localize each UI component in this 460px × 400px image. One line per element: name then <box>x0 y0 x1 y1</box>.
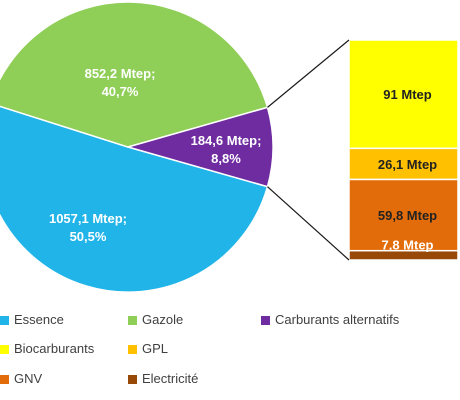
connector-line-bottom <box>267 186 350 261</box>
pie-slice-alternatifs <box>125 106 274 188</box>
pie-data-label: 852,2 Mtep; 40,7% <box>85 66 156 99</box>
legend-swatch <box>0 375 9 384</box>
pie-slice-gazole <box>0 1 269 148</box>
legend-swatch <box>128 345 137 354</box>
bar-segment-electricite <box>348 249 459 261</box>
legend-label: Essence <box>14 312 64 327</box>
bar-segment-gpl <box>348 147 459 181</box>
pie-data-label: 1057,1 Mtep; 50,5% <box>49 211 127 244</box>
legend-label: Electricité <box>142 371 199 386</box>
bar-data-label: 26,1 Mtep <box>378 157 437 172</box>
legend-label: GPL <box>142 341 169 356</box>
legend-label: GNV <box>14 371 43 386</box>
pie-data-label: 184,6 Mtep; 8,8% <box>191 133 262 166</box>
bar-segment-gnv <box>348 178 459 252</box>
bar-segment-biocarburants <box>348 39 459 150</box>
connector-line-top <box>267 39 350 108</box>
legend-swatch <box>128 316 137 325</box>
bar-data-label: 7,8 Mtep <box>381 238 433 253</box>
bar-data-label: 91 Mtep <box>383 87 431 102</box>
legend-label: Gazole <box>142 312 184 327</box>
legend-label: Carburants alternatifs <box>275 312 400 327</box>
legend-swatch <box>261 316 270 325</box>
legend-swatch <box>0 345 9 354</box>
legend-swatch <box>0 316 9 325</box>
bar-data-label: 59,8 Mtep <box>378 208 437 223</box>
pie-slice-essence <box>0 105 269 293</box>
legend-swatch <box>128 375 137 384</box>
legend-label: Biocarburants <box>14 341 95 356</box>
pie-of-bar-chart: 1057,1 Mtep; 50,5% 852,2 Mtep; 40,7% 184,6 M… <box>0 1 459 293</box>
